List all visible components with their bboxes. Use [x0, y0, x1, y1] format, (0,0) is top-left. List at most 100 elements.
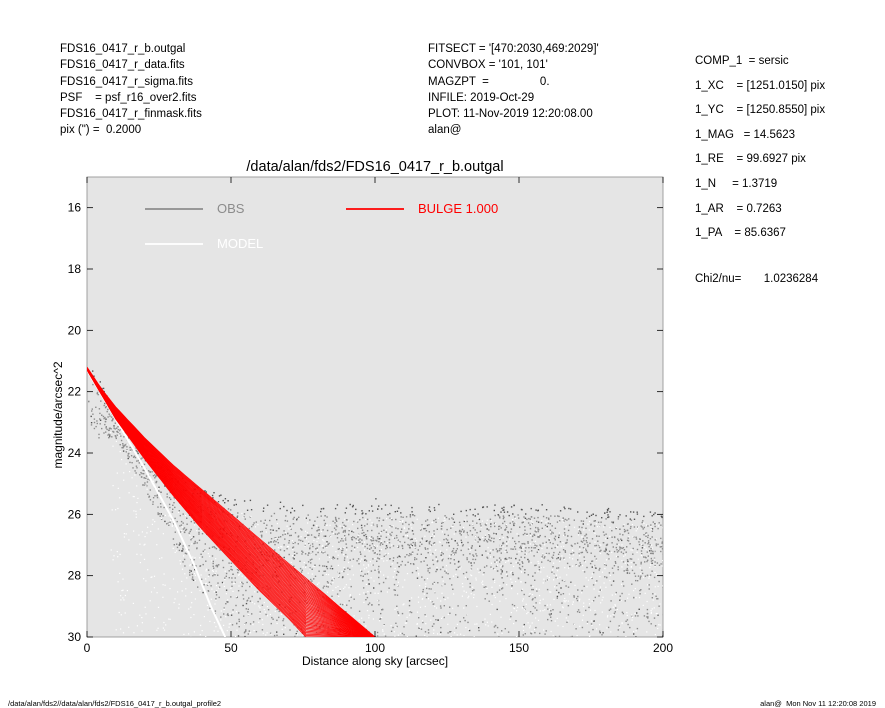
obs-point	[524, 553, 526, 555]
obs-point	[469, 553, 471, 555]
obs-light-point	[468, 547, 470, 549]
obs-point	[338, 548, 341, 550]
obs-point	[577, 559, 579, 561]
obs-light-point	[329, 584, 331, 586]
obs-light-point	[396, 585, 398, 587]
obs-point	[632, 511, 635, 513]
obs-point	[460, 534, 462, 536]
obs-point	[662, 613, 663, 616]
obs-light-point	[110, 549, 112, 551]
obs-light-point	[539, 602, 541, 604]
obs-light-point	[583, 605, 585, 608]
obs-light-point	[300, 536, 302, 538]
obs-point	[222, 566, 225, 569]
obs-point	[283, 530, 285, 532]
obs-light-point	[408, 614, 411, 616]
obs-point	[431, 537, 433, 539]
obs-point	[650, 623, 652, 625]
obs-light-point	[651, 547, 653, 549]
obs-point	[264, 519, 266, 521]
plot-content	[87, 366, 663, 649]
obs-point	[540, 522, 543, 524]
obs-point	[95, 406, 97, 408]
obs-point	[109, 435, 111, 437]
obs-point	[377, 568, 379, 570]
obs-light-point	[215, 626, 217, 628]
obs-light-point	[588, 529, 590, 531]
obs-light-point	[190, 606, 192, 608]
obs-point	[219, 549, 221, 551]
obs-light-point	[513, 608, 516, 610]
obs-point	[192, 564, 194, 566]
obs-point	[654, 564, 656, 567]
obs-point	[585, 549, 587, 552]
obs-light-point	[139, 614, 141, 616]
obs-point	[241, 581, 243, 584]
obs-point	[245, 629, 247, 631]
obs-light-point	[132, 602, 134, 604]
obs-point	[506, 551, 508, 554]
obs-point	[488, 535, 491, 537]
obs-point	[135, 465, 138, 467]
obs-point	[571, 635, 573, 637]
obs-point	[270, 622, 272, 625]
obs-light-point	[207, 609, 209, 611]
obs-point	[278, 527, 280, 530]
obs-point	[521, 521, 523, 524]
obs-light-point	[609, 526, 611, 528]
obs-point	[314, 520, 316, 522]
obs-point	[320, 551, 323, 553]
obs-light-point	[352, 574, 354, 576]
obs-light-point	[266, 606, 269, 608]
obs-light-point	[473, 636, 475, 637]
obs-light-point	[199, 589, 201, 592]
obs-point	[360, 553, 362, 555]
obs-light-point	[111, 509, 113, 511]
obs-point	[98, 437, 100, 439]
obs-point	[298, 539, 300, 541]
obs-point	[524, 532, 526, 535]
obs-light-point	[488, 647, 489, 648]
obs-point	[378, 505, 380, 507]
obs-point	[512, 513, 514, 515]
obs-light-point	[365, 583, 367, 585]
obs-light-point	[554, 620, 556, 622]
obs-light-point	[662, 527, 663, 529]
obs-point	[654, 539, 657, 541]
obs-point	[290, 511, 292, 514]
obs-point	[549, 614, 551, 616]
obs-point	[376, 560, 378, 562]
obs-light-point	[615, 555, 617, 557]
obs-point	[272, 541, 275, 543]
obs-point	[104, 423, 106, 426]
obs-light-point	[207, 583, 209, 585]
obs-light-point	[264, 611, 266, 613]
obs-point	[550, 610, 552, 612]
obs-point	[458, 530, 461, 533]
obs-light-point	[247, 614, 249, 616]
obs-point	[284, 519, 286, 522]
obs-light-point	[596, 559, 598, 561]
obs-point	[506, 536, 508, 538]
obs-light-point	[129, 471, 131, 473]
obs-point	[368, 510, 370, 512]
obs-light-point	[249, 632, 252, 634]
obs-point	[453, 513, 455, 515]
obs-point	[296, 630, 298, 633]
obs-light-point	[434, 549, 436, 551]
obs-point	[143, 473, 145, 475]
obs-light-point	[395, 648, 396, 649]
obs-light-point	[322, 539, 324, 541]
obs-point	[213, 546, 215, 548]
obs-point	[533, 555, 535, 557]
obs-light-point	[540, 567, 542, 569]
obs-light-point	[481, 520, 483, 522]
obs-point	[594, 567, 597, 569]
obs-light-point	[612, 639, 613, 640]
obs-point	[636, 513, 639, 515]
obs-point	[626, 619, 629, 621]
obs-point	[147, 478, 149, 481]
obs-light-point	[135, 516, 137, 518]
obs-light-point	[515, 636, 518, 637]
obs-light-point	[250, 515, 252, 517]
